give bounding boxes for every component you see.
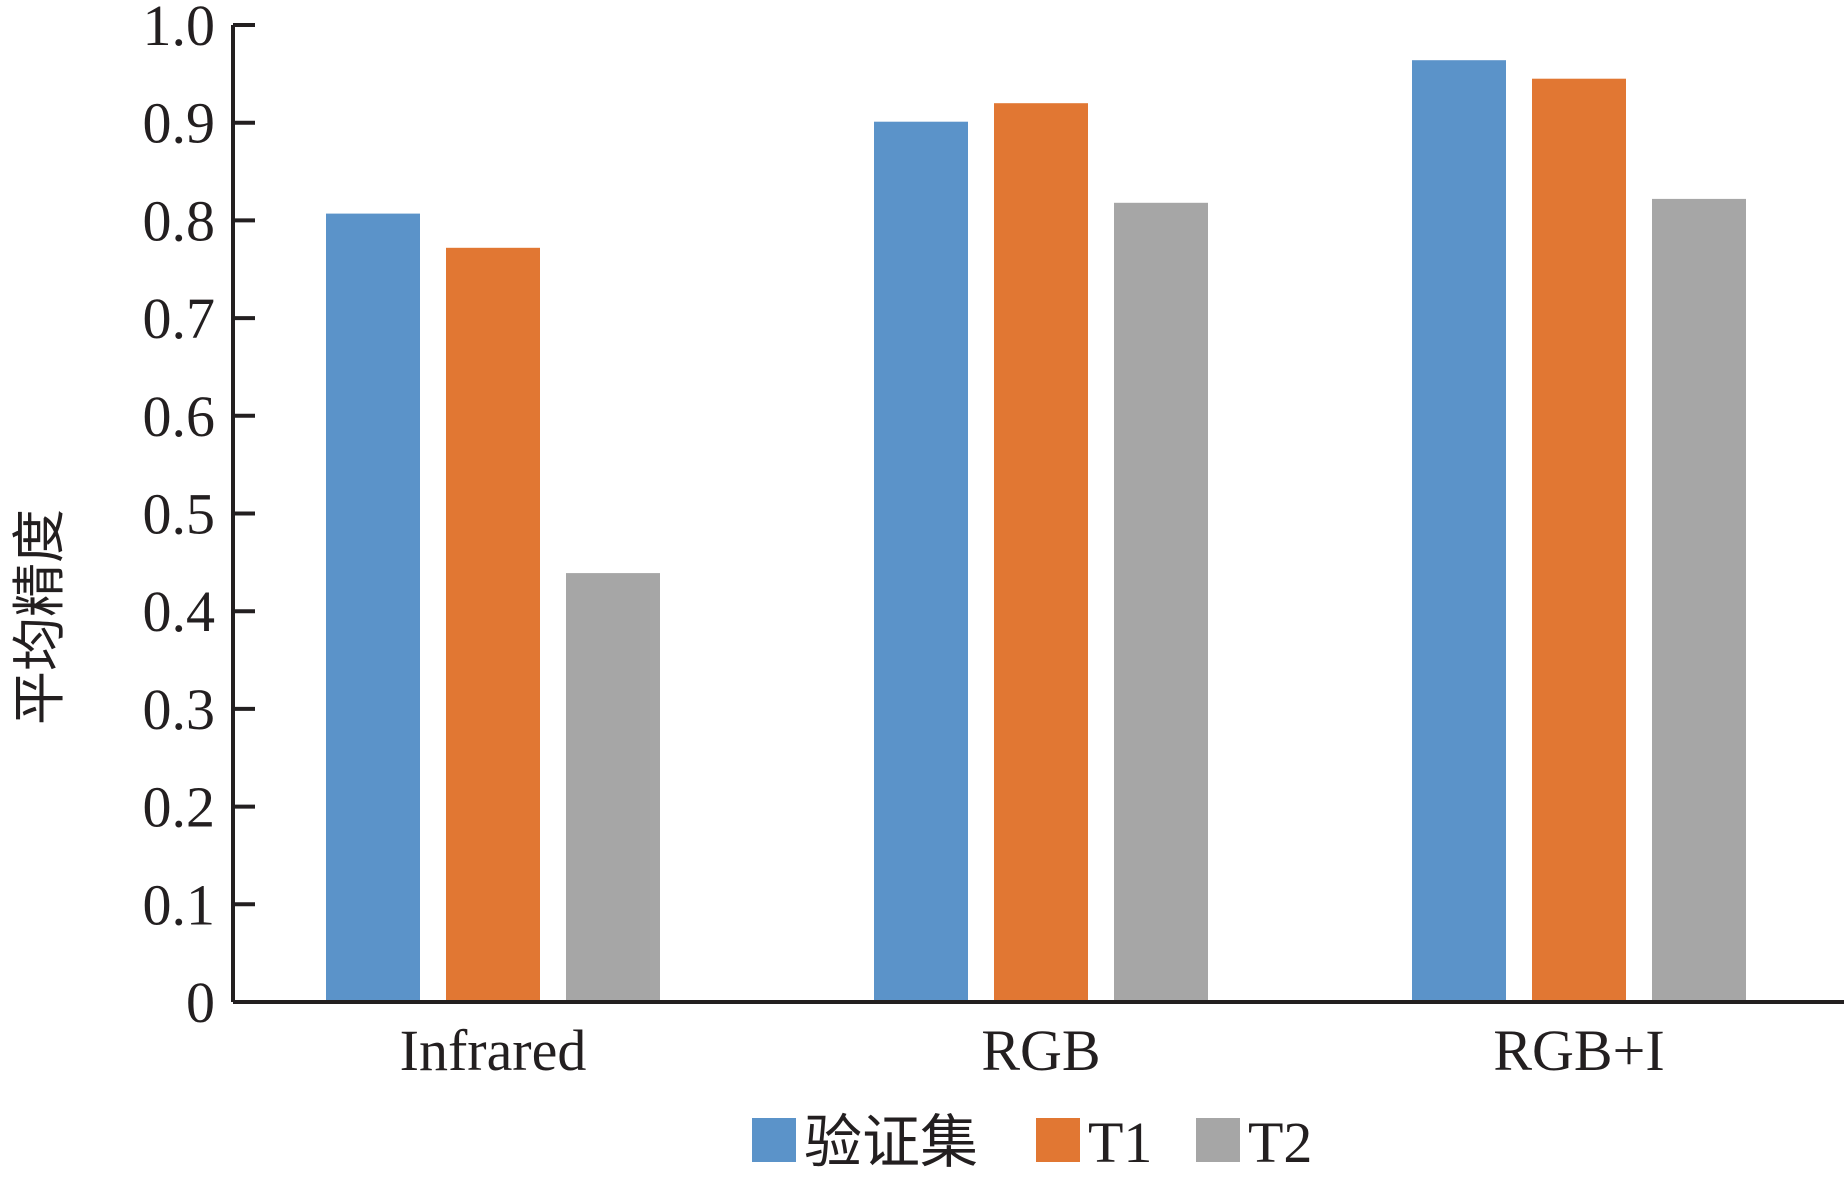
bar-rgb-series-2 xyxy=(994,103,1088,1002)
legend-swatch xyxy=(752,1118,796,1162)
bars-layer xyxy=(326,60,1746,1003)
bar-rgb-i-series-2 xyxy=(1532,78,1626,1002)
bar-rgb-series-3 xyxy=(1114,202,1208,1003)
bar-rgb-i-series-1 xyxy=(1412,60,1506,1002)
legend-swatch xyxy=(1036,1118,1080,1162)
x-category-label: RGB+I xyxy=(1493,1018,1664,1083)
y-tick-label: 1.0 xyxy=(143,0,216,58)
y-tick-label: 0.3 xyxy=(143,677,216,742)
bar-rgb-i-series-3 xyxy=(1652,198,1746,1002)
legend-label: T1 xyxy=(1088,1110,1152,1175)
x-category-label: RGB xyxy=(981,1018,1100,1083)
y-tick-label: 0.5 xyxy=(143,482,216,547)
y-tick-label: 0 xyxy=(186,970,215,1035)
legend-label: T2 xyxy=(1248,1110,1312,1175)
y-tick-label: 0.6 xyxy=(143,384,216,449)
bar-infrared-series-2 xyxy=(446,247,540,1003)
y-tick-label: 0.1 xyxy=(143,872,216,937)
y-tick-label: 0.4 xyxy=(143,579,216,644)
x-category-label: Infrared xyxy=(400,1018,587,1083)
y-tick-label: 0.9 xyxy=(143,91,216,156)
y-tick-label: 0.7 xyxy=(143,286,216,351)
x-category-labels: Infrared RGB RGB+I xyxy=(400,1018,1665,1083)
bar-rgb-series-1 xyxy=(874,121,968,1002)
y-ticks: 0 0.1 0.2 0.3 0.4 0.5 0.6 0.7 0.8 0.9 1.0 xyxy=(143,0,255,1035)
bar-infrared-series-1 xyxy=(326,213,420,1003)
legend-label: 验证集 xyxy=(804,1110,978,1175)
bar-infrared-series-3 xyxy=(566,573,660,1002)
y-tick-label: 0.8 xyxy=(143,188,216,253)
y-axis-title: 平均精度 xyxy=(10,509,70,725)
legend: 验证集 T1 T2 xyxy=(752,1110,1312,1175)
y-tick-label: 0.2 xyxy=(143,775,216,840)
legend-swatch xyxy=(1196,1118,1240,1162)
